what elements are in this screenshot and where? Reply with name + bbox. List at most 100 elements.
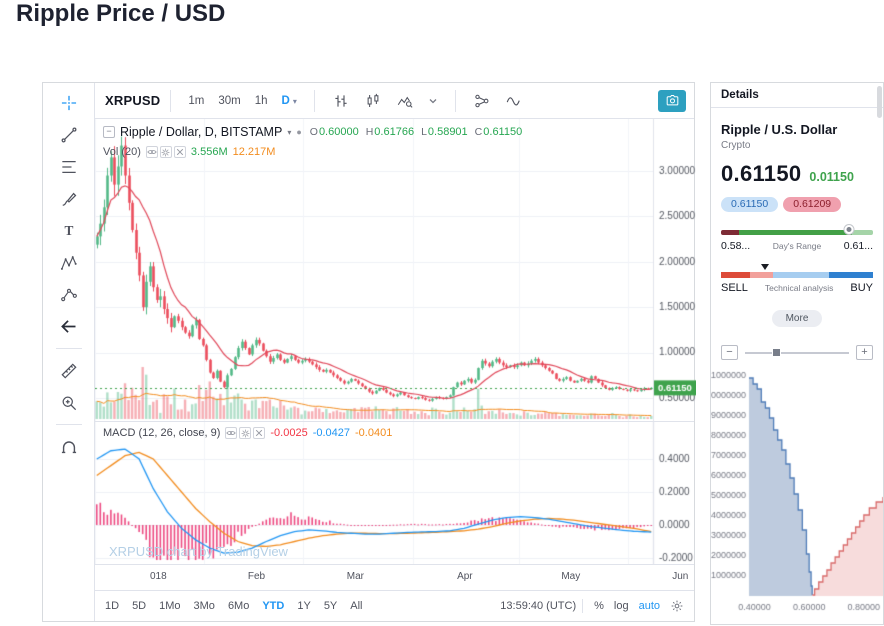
range-3mo-button[interactable]: 3Mo [193,600,215,612]
camera-button[interactable] [658,89,686,112]
page-title: Ripple Price / USD [16,0,226,27]
crosshair-icon[interactable] [55,89,83,116]
gauge-labels: SELL Technical analysis BUY [721,282,873,294]
style-caret-icon[interactable] [428,96,438,106]
time-axis-label: Jun [672,571,689,582]
day-range-marker [844,225,854,234]
volume-visibility-icon[interactable] [145,146,158,158]
time-axis[interactable]: 018 Feb Mar Apr May Jun [95,564,694,590]
price-chart-canvas[interactable] [95,119,696,421]
magnet-icon[interactable] [55,433,83,460]
high-label: H [365,126,374,138]
volume-label[interactable]: Vol (20) [103,146,141,158]
range-1y-button[interactable]: 1Y [297,600,311,612]
arrow-left-icon[interactable] [55,313,83,340]
details-header: Details [711,83,883,108]
line-style-icon[interactable] [505,92,523,110]
chevron-down-icon[interactable]: ▾ [287,127,292,137]
gear-icon[interactable] [670,599,684,613]
range-group: 1D 5D 1Mo 3Mo 6Mo YTD 1Y 5Y All [105,600,376,612]
interval-d-button[interactable]: D ▾ [281,94,297,107]
depth-zoom-control: − + [721,345,873,360]
collapse-icon[interactable]: − [103,126,115,138]
gauge-marker [761,264,770,270]
macd-chart-canvas[interactable] [95,422,696,564]
ohlc-style-icon[interactable] [332,92,350,110]
range-ytd-button[interactable]: YTD [262,600,285,612]
ruler-icon[interactable] [55,357,83,384]
volume-close-icon[interactable] [173,146,186,158]
svg-text:T: T [64,223,73,238]
bid-badge: 0.61150 [721,197,779,212]
close-label: C [474,126,483,138]
time-axis-label: May [561,571,581,582]
buy-label: BUY [850,282,873,294]
zoom-slider-track[interactable] [745,347,849,357]
day-range-labels: 0.58... Day's Range 0.61... [721,240,873,252]
gauge-buy [828,272,873,278]
trend-line-icon[interactable] [55,121,83,148]
ohlc-values: O0.60000 H0.61766 L0.58901 C0.61150 [310,126,522,138]
high-value: 0.61766 [374,126,415,138]
interval-1m-button[interactable]: 1m [188,94,205,107]
xabcd-icon[interactable] [55,249,83,276]
interval-group: 1m 30m 1h D ▾ [181,95,303,107]
log-scale-button[interactable]: log [613,600,629,612]
tradingview-watermark: XRPUSD chart by TradingView [109,544,288,559]
zoom-out-button[interactable]: − [721,345,738,360]
macd-signal-value: -0.0401 [355,427,393,439]
interval-30m-button[interactable]: 30m [218,94,241,107]
divider [55,424,82,425]
more-button[interactable]: More [771,310,823,327]
zoom-in-icon[interactable] [55,389,83,416]
last-price: 0.61150 [721,161,802,186]
day-range-high: 0.61... [843,240,873,252]
day-range-segment-mid [739,230,852,235]
fib-icon[interactable] [55,153,83,180]
symbol-label[interactable]: XRPUSD [105,93,161,108]
bottom-toolbar: 1D 5D 1Mo 3Mo 6Mo YTD 1Y 5Y All 13:59:40 (UTC) %… [95,590,694,621]
range-1mo-button[interactable]: 1Mo [159,600,181,612]
separator [313,89,315,112]
macd-visibility-icon[interactable] [225,427,238,439]
divider [55,348,82,349]
volume-settings-icon[interactable] [159,146,172,158]
brush-icon[interactable] [55,185,83,212]
chevron-down-icon[interactable]: ▾ [292,96,297,106]
macd-close-icon[interactable] [253,427,266,439]
low-value: 0.58901 [427,126,468,138]
macd-label[interactable]: MACD (12, 26, close, 9) [103,427,221,439]
zoom-in-button[interactable]: + [856,345,873,360]
chart-widget: T XRPUSD 1m 30m 1h D ▾ − Ripple / Dollar, D,… [42,82,696,622]
details-body: Ripple / U.S. Dollar Crypto 0.61150 0.01… [711,108,883,360]
compare-icon[interactable] [473,92,491,110]
interval-1h-button[interactable]: 1h [254,94,268,107]
candlestick-style-icon[interactable] [364,92,382,110]
visibility-icon[interactable]: ● [296,127,302,137]
volume-legend: Vol (20) 3.556M 12.217M [103,146,275,158]
range-1d-button[interactable]: 1D [105,600,120,612]
clock-label[interactable]: 13:59:40 (UTC) [500,600,577,612]
text-icon[interactable]: T [55,217,83,244]
range-6mo-button[interactable]: 6Mo [227,600,250,612]
drawing-toolbar: T [43,83,95,621]
depth-chart-canvas [711,368,883,614]
percent-scale-button[interactable]: % [594,600,604,612]
auto-scale-button[interactable]: auto [638,600,660,612]
macd-settings-icon[interactable] [239,427,252,439]
sell-label: SELL [721,282,748,294]
range-5y-button[interactable]: 5Y [323,600,338,612]
series-title[interactable]: Ripple / Dollar, D, BITSTAMP [120,125,283,139]
area-style-icon[interactable] [396,92,414,110]
day-range-segment-low [721,230,740,235]
price-row: 0.61150 0.01150 [721,161,873,187]
scrollbar-thumb[interactable] [877,86,882,118]
range-5d-button[interactable]: 5D [132,600,147,612]
volume-legend-buttons [145,146,186,158]
range-all-button[interactable]: All [350,600,363,612]
forecast-icon[interactable] [55,281,83,308]
details-title: Details [721,89,759,101]
day-range-segment-high [851,230,873,235]
zoom-slider-handle[interactable] [772,347,782,357]
